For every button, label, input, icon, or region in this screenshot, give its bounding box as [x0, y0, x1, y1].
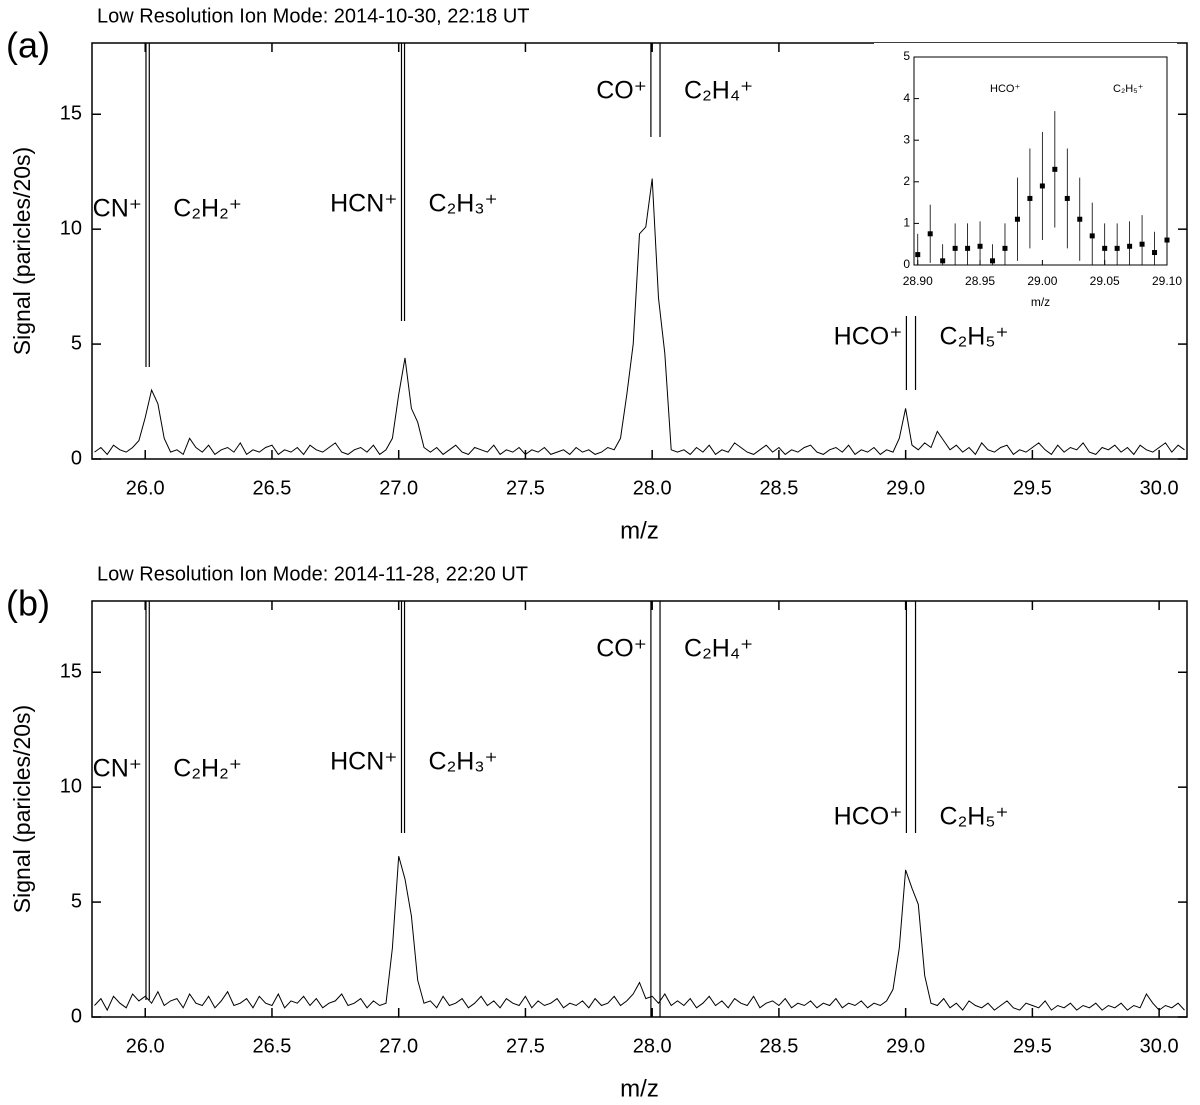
y-tick-label: 0: [71, 447, 82, 469]
y-tick-label: 0: [71, 1005, 82, 1027]
x-tick-label: 28.5: [759, 1035, 798, 1057]
panel-label: (a): [6, 25, 50, 66]
ion-label: C₂H₄⁺: [684, 635, 753, 663]
point: [940, 258, 946, 264]
y-tick-label: 2: [903, 174, 910, 188]
x-tick-label: 29.10: [1152, 274, 1182, 288]
ion-label: CN⁺: [93, 755, 142, 783]
x-tick-label: 27.5: [506, 1035, 545, 1057]
x-tick-label: 29.5: [1013, 477, 1052, 499]
inset-frame: [913, 56, 1168, 266]
point: [915, 252, 921, 258]
plot-frame: [91, 600, 1188, 1018]
y-tick-label: 15: [60, 661, 82, 683]
x-tick-label: 30.0: [1140, 477, 1179, 499]
point: [1102, 245, 1108, 251]
x-tick-label: 30.0: [1140, 1035, 1179, 1057]
point: [1114, 245, 1120, 251]
point: [1039, 183, 1045, 189]
y-axis-label: Signal (paricles/20s): [9, 705, 35, 913]
x-axis-label: m/z: [620, 1075, 659, 1102]
point: [927, 231, 933, 237]
x-tick-label: 26.5: [252, 477, 291, 499]
x-tick-label: 28.95: [965, 274, 995, 288]
x-tick-label: 28.0: [633, 1035, 672, 1057]
x-tick-label: 27.0: [379, 477, 418, 499]
annotation: C₂H₅⁺: [1113, 83, 1144, 95]
x-tick-label: 29.05: [1090, 274, 1120, 288]
y-tick-label: 3: [903, 132, 910, 146]
chart-title: Low Resolution Ion Mode: 2014-11-28, 22:…: [97, 563, 528, 585]
plot-frame: [91, 42, 1188, 460]
point: [952, 245, 958, 251]
ion-label: CO⁺: [596, 635, 647, 663]
point: [1127, 243, 1133, 249]
ion-label: C₂H₂⁺: [173, 195, 242, 223]
signal-line: [94, 855, 1185, 1012]
ion-label: CO⁺: [596, 77, 647, 105]
ion-label: HCN⁺: [330, 748, 397, 776]
y-tick-label: 5: [903, 49, 910, 63]
annotation: HCO⁺: [990, 83, 1020, 95]
point: [1077, 216, 1083, 222]
x-axis-label: m/z: [1031, 295, 1050, 309]
ion-label: HCO⁺: [834, 323, 903, 351]
point: [977, 243, 983, 249]
point: [965, 245, 971, 251]
x-tick-label: 26.0: [126, 1035, 165, 1057]
x-tick-label: 28.0: [633, 477, 672, 499]
point: [1064, 195, 1070, 201]
point: [1152, 250, 1158, 256]
point: [1027, 195, 1033, 201]
x-tick-label: 27.5: [506, 477, 545, 499]
x-tick-label: 29.5: [1013, 1035, 1052, 1057]
x-tick-label: 29.0: [886, 1035, 925, 1057]
ion-label: C₂H₅⁺: [940, 803, 1009, 831]
y-tick-label: 10: [60, 217, 82, 239]
y-tick-label: 4: [903, 91, 910, 105]
x-tick-label: 26.5: [252, 1035, 291, 1057]
ion-label: C₂H₃⁺: [429, 748, 498, 776]
x-tick-label: 26.0: [126, 477, 165, 499]
y-tick-label: 0: [903, 257, 910, 271]
ion-label: C₂H₃⁺: [429, 190, 498, 218]
inset-background: [874, 43, 1177, 316]
point: [1014, 216, 1020, 222]
y-tick-label: 10: [60, 775, 82, 797]
signal-line: [94, 178, 1185, 456]
y-tick-label: 1: [903, 216, 910, 230]
panel-label: (b): [6, 583, 50, 624]
ion-label: CN⁺: [93, 195, 142, 223]
point: [1002, 245, 1008, 251]
y-tick-label: 5: [71, 890, 82, 912]
x-tick-label: 29.0: [886, 477, 925, 499]
point: [1052, 166, 1058, 172]
x-tick-label: 27.0: [379, 1035, 418, 1057]
ion-label: HCN⁺: [330, 190, 397, 218]
ion-label: C₂H₂⁺: [173, 755, 242, 783]
ion-label: C₂H₅⁺: [940, 323, 1009, 351]
x-tick-label: 29.00: [1027, 274, 1057, 288]
point: [1089, 233, 1095, 239]
point: [1139, 241, 1145, 247]
point: [990, 258, 996, 264]
y-tick-label: 5: [71, 332, 82, 354]
y-axis-label: Signal (paricles/20s): [9, 147, 35, 355]
chart-title: Low Resolution Ion Mode: 2014-10-30, 22:…: [97, 5, 530, 27]
ion-label: HCO⁺: [834, 803, 903, 831]
x-tick-label: 28.90: [903, 274, 933, 288]
ion-label: C₂H₄⁺: [684, 77, 753, 105]
x-axis-label: m/z: [620, 517, 659, 544]
y-tick-label: 15: [60, 103, 82, 125]
x-tick-label: 28.5: [759, 477, 798, 499]
